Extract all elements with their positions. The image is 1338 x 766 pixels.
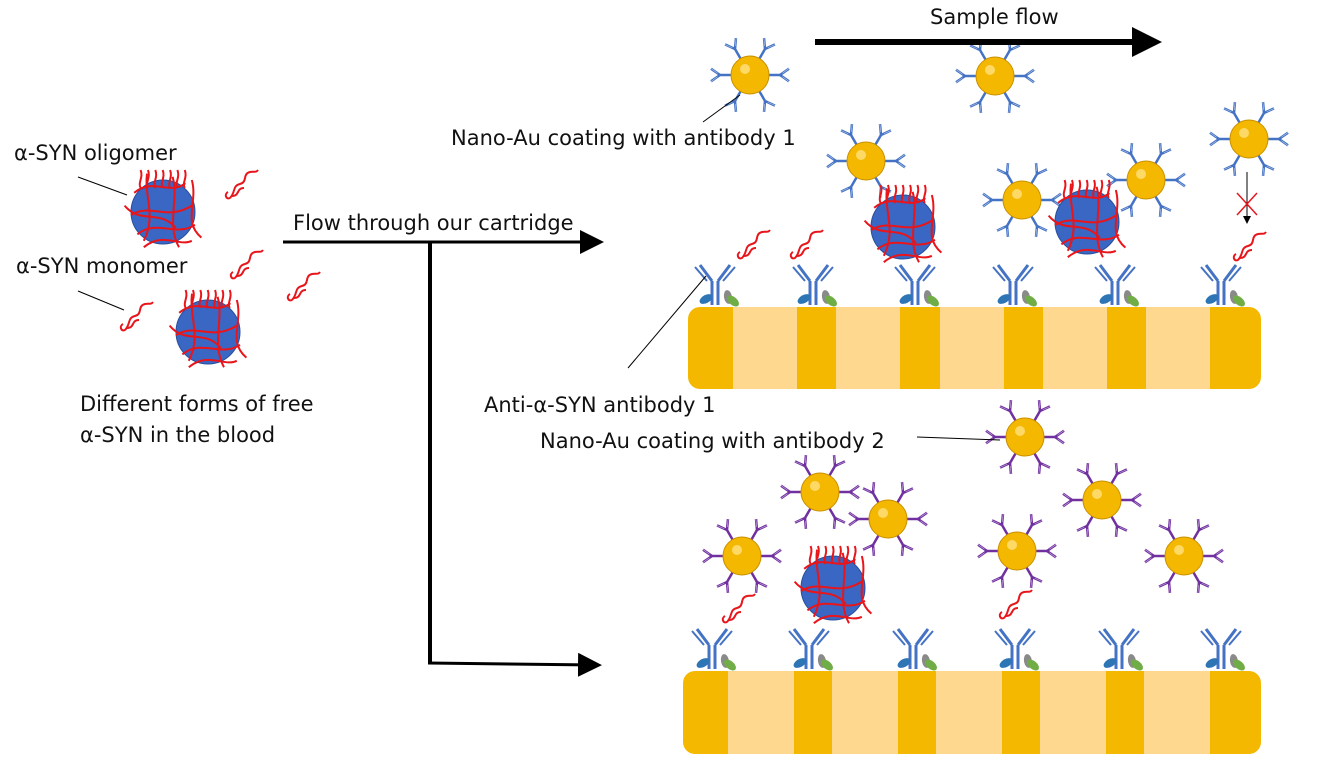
nano-au-ab2-6 [976,512,1058,590]
nano-au-ab2-4 [1061,461,1143,539]
label-monomer: α-SYN monomer [16,254,188,278]
label-flow-through: Flow through our cartridge [293,211,574,235]
capture-antibody-bottom-3 [892,628,937,671]
captured-oligomer-top-2 [1047,179,1127,258]
free-monomer-3 [286,271,321,302]
captured-oligomer-bottom [793,545,873,624]
alpha-syn-aggregates [123,169,1127,624]
nano-au-ab2-2 [779,453,861,531]
capture-antibody-bottom-1 [691,628,736,671]
label-oligomer: α-SYN oligomer [14,141,177,165]
nano-au-ab2-3 [847,480,929,558]
oligomer-leader [77,176,128,196]
capture-antibody-top-5 [1094,264,1139,307]
flow-arrows [283,27,1251,677]
capture-antibody-top-3 [894,264,939,307]
capture-antibody-top-4 [992,264,1037,307]
label-free-forms-line2: α-SYN in the blood [80,423,275,447]
label-free-forms-line1: Different forms of free [80,392,314,416]
leader-lines [77,94,1001,441]
oligomer-aggregate-2 [168,289,248,368]
nano-au-ab2-1 [984,398,1066,476]
test-strip-top [688,307,1261,389]
nano-au-ab1-2 [954,37,1036,115]
captured-monomer-bottom-1 [721,593,756,624]
capture-antibody-bottom-2 [788,628,833,671]
nano-au-ab2-7 [1143,517,1225,595]
nano-au-ab1-4 [981,161,1063,239]
captured-monomer-top-1 [736,229,771,260]
nano-au-ab1-6 [1208,100,1290,178]
flow-arrow-bottom [427,652,602,677]
capture-antibody-bottom-4 [994,628,1039,671]
captured-monomer-top-2 [789,229,824,260]
capture-antibody-top-2 [792,264,837,307]
test-strip-bottom [683,671,1261,754]
nano-au-ab1-leader [702,94,741,123]
capture-antibodies [691,264,1245,671]
capture-antibody-bottom-6 [1200,628,1245,671]
label-nano-au-ab2: Nano-Au coating with antibody 2 [540,429,885,453]
nano-au-ab1-1 [709,36,791,114]
label-anti-ab1: Anti-α-SYN antibody 1 [484,393,716,417]
capture-antibody-top-1 [694,264,739,307]
captured-oligomer-top-1 [863,184,943,263]
label-sample-flow: Sample flow [930,5,1059,29]
nano-au-ab2-5 [701,517,783,595]
unbound-monomer-top [1232,231,1267,262]
oligomer-aggregate-1 [123,169,203,248]
nano-au-particles [701,36,1290,595]
nano-au-ab2-leader [916,436,1001,441]
alpha-syn-monomers [119,169,1267,624]
capture-antibody-top-6 [1200,264,1245,307]
free-monomer-1 [224,169,259,200]
monomer-leader [77,290,125,311]
capture-antibody-bottom-5 [1098,628,1143,671]
captured-monomer-bottom-2 [998,589,1033,620]
anti-ab1-leader [627,275,707,369]
label-nano-au-ab1: Nano-Au coating with antibody 1 [451,126,796,150]
red-x-icon [1236,192,1258,216]
nano-au-ab1-5 [1105,141,1187,219]
free-monomer-4 [119,301,154,332]
nano-au-ab1-3 [825,122,907,200]
free-monomer-2 [229,249,264,280]
